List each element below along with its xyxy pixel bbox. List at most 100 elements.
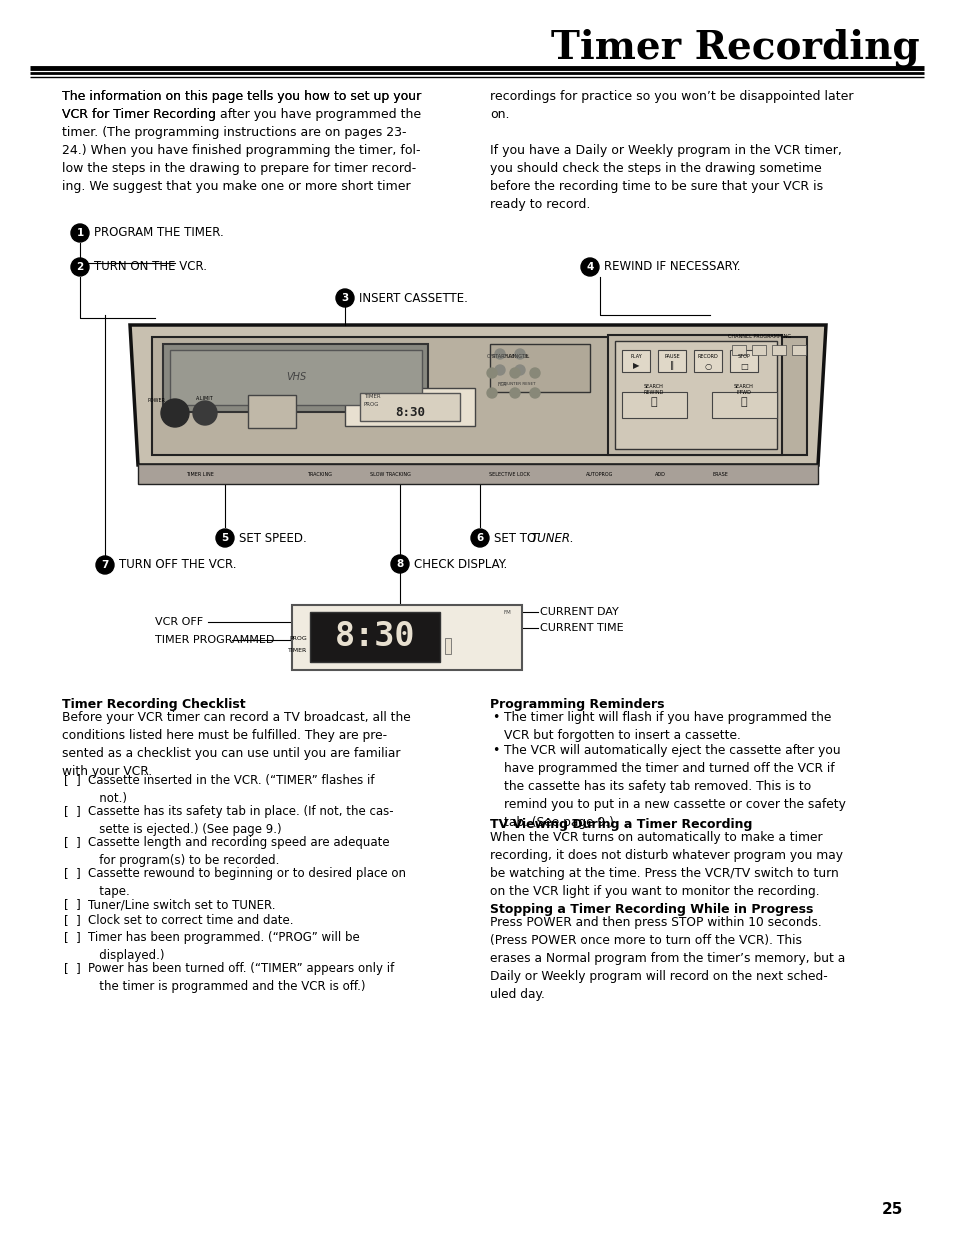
Text: The timer light will flash if you have programmed the
VCR but forgotten to inser: The timer light will flash if you have p…: [503, 711, 830, 742]
Bar: [751, 345, 765, 355]
Circle shape: [515, 348, 524, 360]
Text: Power has been turned off. (“TIMER” appears only if
   the timer is programmed a: Power has been turned off. (“TIMER” appe…: [88, 962, 394, 993]
Text: The VCR will automatically eject the cassette after you
have programmed the time: The VCR will automatically eject the cas…: [503, 744, 845, 830]
Text: CURRENT TIME: CURRENT TIME: [539, 622, 623, 632]
Circle shape: [391, 556, 409, 573]
Text: F.FWD: F.FWD: [736, 391, 751, 396]
Bar: [621, 350, 649, 372]
Text: 7: 7: [101, 560, 109, 570]
Text: Programming Reminders: Programming Reminders: [490, 698, 664, 711]
Text: 4: 4: [586, 262, 593, 272]
Text: TURN ON THE VCR.: TURN ON THE VCR.: [94, 260, 207, 274]
Circle shape: [530, 388, 539, 398]
Circle shape: [96, 556, 113, 574]
Circle shape: [215, 529, 233, 547]
Text: recordings for practice so you won’t be disappointed later
on.

If you have a Da: recordings for practice so you won’t be …: [490, 91, 853, 211]
Text: REWIND IF NECESSARY.: REWIND IF NECESSARY.: [603, 260, 740, 274]
Text: Before your VCR timer can record a TV broadcast, all the
conditions listed here : Before your VCR timer can record a TV br…: [62, 711, 411, 777]
Text: Timer has been programmed. (“PROG” will be
   displayed.): Timer has been programmed. (“PROG” will …: [88, 931, 359, 962]
Text: PAUSE: PAUSE: [663, 355, 679, 360]
Text: 8:30: 8:30: [395, 407, 424, 419]
Circle shape: [515, 365, 524, 374]
Polygon shape: [130, 325, 825, 465]
Text: [  ]: [ ]: [64, 898, 81, 911]
Bar: [615, 341, 776, 449]
Text: A.LIMIT: A.LIMIT: [196, 397, 213, 402]
Circle shape: [580, 258, 598, 277]
Bar: [771, 345, 785, 355]
Text: 8: 8: [395, 559, 403, 569]
Text: 1: 1: [76, 228, 84, 238]
Circle shape: [71, 224, 89, 242]
Text: TURN OFF THE VCR.: TURN OFF THE VCR.: [119, 558, 236, 572]
Bar: [138, 464, 817, 484]
Bar: [152, 337, 806, 455]
Text: 6: 6: [476, 533, 483, 543]
Text: RECORD: RECORD: [697, 355, 718, 360]
Text: Timer Recording: Timer Recording: [551, 29, 919, 67]
Text: [  ]: [ ]: [64, 867, 81, 880]
Text: ○: ○: [703, 362, 711, 371]
Text: TIMER LINE: TIMER LINE: [186, 471, 213, 476]
Text: CFR: CFR: [487, 353, 497, 358]
Text: REWIND: REWIND: [643, 391, 663, 396]
Text: COUNTER RESET: COUNTER RESET: [500, 382, 535, 386]
Text: •: •: [492, 744, 498, 756]
Text: POWER: POWER: [148, 398, 166, 403]
Circle shape: [486, 368, 497, 378]
Bar: [731, 345, 745, 355]
Text: □: □: [740, 362, 747, 371]
Text: TIMER: TIMER: [364, 393, 380, 398]
Text: Press POWER and then press STOP within 10 seconds.
(Press POWER once more to tur: Press POWER and then press STOP within 1…: [490, 916, 844, 1001]
Text: Cassette has its safety tab in place. (If not, the cas-
   sette is ejected.) (S: Cassette has its safety tab in place. (I…: [88, 805, 394, 836]
Text: ⏪: ⏪: [650, 397, 657, 407]
Text: ERASE: ERASE: [711, 471, 727, 476]
Circle shape: [161, 399, 189, 427]
Text: Cassette inserted in the VCR. (“TIMER” flashes if
   not.): Cassette inserted in the VCR. (“TIMER” f…: [88, 774, 375, 805]
Text: ▶: ▶: [632, 362, 639, 371]
Text: STOP: STOP: [737, 355, 750, 360]
Text: TUNER.: TUNER.: [530, 532, 574, 544]
Text: SELECTIVE LOCK: SELECTIVE LOCK: [489, 471, 530, 476]
Bar: [444, 639, 451, 653]
Text: The information on this page tells you how to set up your
VCR for Timer Recordin: The information on this page tells you h…: [62, 91, 421, 193]
Bar: [621, 392, 686, 418]
Text: Timer Recording Checklist: Timer Recording Checklist: [62, 698, 245, 711]
Circle shape: [510, 388, 519, 398]
Text: Stopping a Timer Recording While in Progress: Stopping a Timer Recording While in Prog…: [490, 903, 813, 916]
Text: Cassette rewound to beginning or to desired place on
   tape.: Cassette rewound to beginning or to desi…: [88, 867, 406, 898]
Text: TIMER: TIMER: [288, 647, 307, 652]
Text: SET SPEED.: SET SPEED.: [239, 532, 307, 544]
Bar: [345, 388, 475, 427]
Bar: [163, 343, 428, 412]
Text: ADD: ADD: [654, 471, 665, 476]
Text: [  ]: [ ]: [64, 915, 81, 928]
Text: FCR: FCR: [497, 382, 506, 387]
Text: SET TO: SET TO: [494, 532, 539, 544]
Text: When the VCR turns on automatically to make a timer
recording, it does not distu: When the VCR turns on automatically to m…: [490, 831, 842, 898]
Text: [  ]: [ ]: [64, 962, 81, 975]
Text: [  ]: [ ]: [64, 836, 81, 849]
Text: SEARCH: SEARCH: [643, 383, 663, 388]
Bar: [248, 396, 295, 428]
Circle shape: [335, 289, 354, 308]
Text: ⏩: ⏩: [740, 397, 746, 407]
Text: [  ]: [ ]: [64, 774, 81, 787]
Text: Clock set to correct time and date.: Clock set to correct time and date.: [88, 915, 294, 928]
Bar: [711, 392, 776, 418]
Text: •: •: [492, 711, 498, 724]
Text: CHECK DISPLAY.: CHECK DISPLAY.: [414, 558, 507, 570]
Text: Cassette length and recording speed are adequate
   for program(s) to be recorde: Cassette length and recording speed are …: [88, 836, 389, 867]
Bar: [607, 335, 781, 455]
Text: TIMER PROGRAMMED: TIMER PROGRAMMED: [154, 635, 274, 645]
Circle shape: [193, 401, 216, 425]
Bar: [292, 605, 521, 670]
Text: ‖: ‖: [669, 362, 674, 371]
Circle shape: [510, 368, 519, 378]
Text: START LENGTH: START LENGTH: [491, 353, 528, 358]
Circle shape: [495, 348, 504, 360]
Bar: [170, 350, 421, 405]
Text: PROGRAM THE TIMER.: PROGRAM THE TIMER.: [94, 227, 224, 239]
Bar: [693, 350, 721, 372]
Text: PLAY: PLAY: [630, 355, 641, 360]
